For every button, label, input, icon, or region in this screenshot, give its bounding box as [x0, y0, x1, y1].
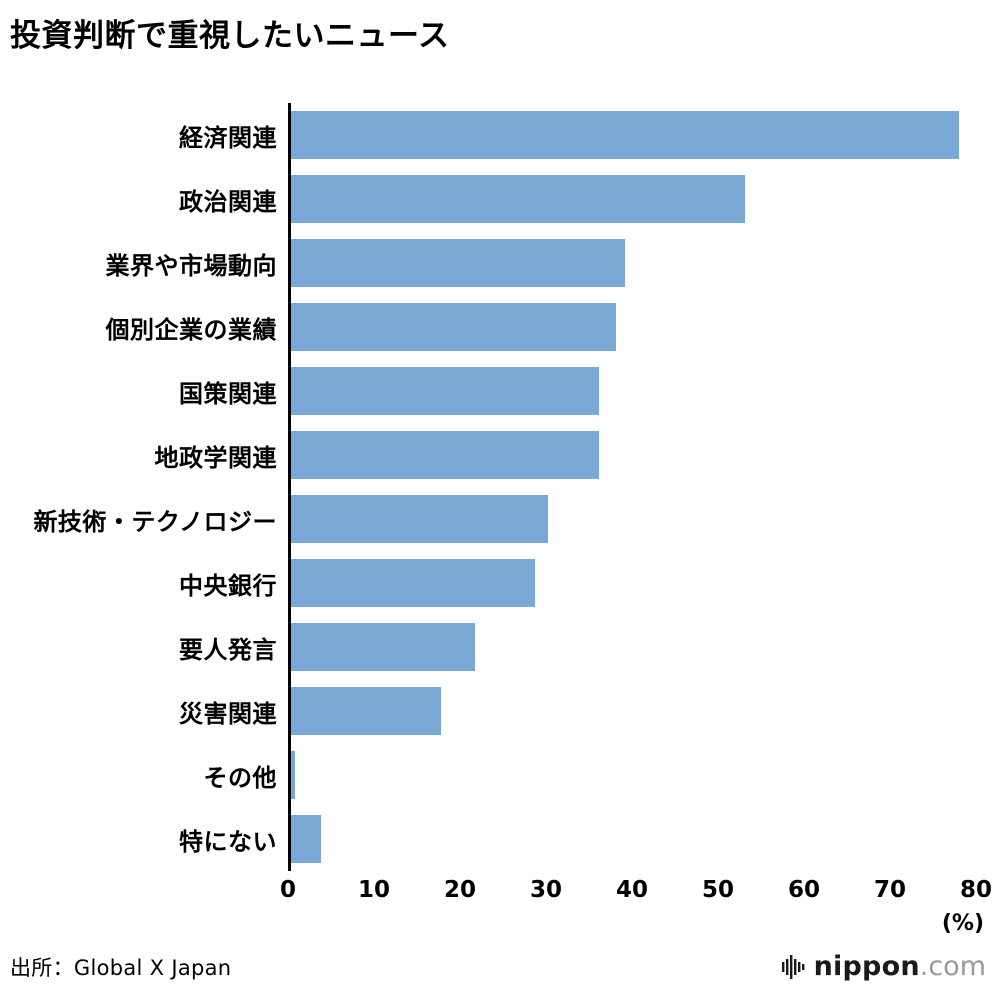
x-tick-label: 80 [959, 877, 993, 903]
bar-row: 個別企業の業績 [106, 295, 976, 359]
x-axis-ticks: 0 10 20 30 40 50 60 70 80 [280, 877, 992, 911]
bar-row: その他 [204, 743, 976, 807]
bar [291, 431, 600, 479]
category-label: 中央銀行 [179, 571, 277, 600]
category-label: 要人発言 [179, 635, 277, 664]
bar [291, 559, 536, 607]
bar-row: 経済関連 [179, 103, 976, 167]
category-label: 個別企業の業績 [105, 315, 277, 344]
x-tick-label: 60 [787, 877, 821, 903]
bar-row: 政治関連 [179, 167, 976, 231]
x-tick-label: 30 [529, 877, 563, 903]
x-tick-label: 20 [443, 877, 477, 903]
bar-row: 中央銀行 [179, 551, 976, 615]
bar-row: 新技術・テクノロジー [33, 487, 976, 551]
bar [291, 175, 745, 223]
category-label: 政治関連 [179, 187, 277, 216]
bar-rows: 経済関連政治関連業界や市場動向 個別企業の業績国策関連地政学関連新技術・テクノロジ… [33, 103, 976, 871]
bar [291, 303, 617, 351]
bar-chart: 経済関連政治関連業界や市場動向 個別企業の業績国策関連地政学関連新技術・テクノロジ… [10, 103, 992, 941]
soundwave-icon [781, 954, 805, 979]
category-label: 新技術・テクノロジー [33, 507, 277, 536]
x-tick-label: 10 [357, 877, 391, 903]
category-label: 経済関連 [179, 123, 277, 152]
category-label: 特にない [179, 827, 277, 856]
bar [291, 623, 476, 671]
logo-name: nippon [813, 951, 920, 982]
x-tick-label: 50 [701, 877, 735, 903]
category-label: 業界や市場動向 [105, 251, 277, 280]
bar-row: 国策関連 [179, 359, 976, 423]
category-label: 国策関連 [179, 379, 277, 408]
x-tick-label: 0 [279, 877, 297, 903]
bar [291, 751, 296, 799]
bar-row: 災害関連 [179, 679, 976, 743]
bar [291, 495, 548, 543]
bar [291, 687, 441, 735]
x-axis-unit-label: (%) [941, 911, 984, 936]
x-tick-label: 40 [615, 877, 649, 903]
bar [291, 239, 625, 287]
bar-row: 地政学関連 [155, 423, 976, 487]
source-text: 出所：Global X Japan [10, 956, 232, 980]
bar-row: 業界や市場動向 [106, 231, 976, 295]
chart-title: 投資判断で重視したいニュース [10, 18, 450, 54]
bar-row: 特にない [179, 807, 976, 871]
category-label: 地政学関連 [154, 443, 277, 472]
bar [291, 367, 600, 415]
bar [291, 111, 959, 159]
footer: 出所：Global X Japan nippon.com [10, 951, 986, 982]
bar-row: 要人発言 [179, 615, 976, 679]
category-label: その他 [203, 763, 277, 792]
category-label: 災害関連 [179, 699, 277, 728]
bar [291, 815, 321, 863]
logo-tld: .com [919, 951, 986, 982]
nippon-logo: nippon.com [781, 951, 986, 982]
x-tick-label: 70 [873, 877, 907, 903]
